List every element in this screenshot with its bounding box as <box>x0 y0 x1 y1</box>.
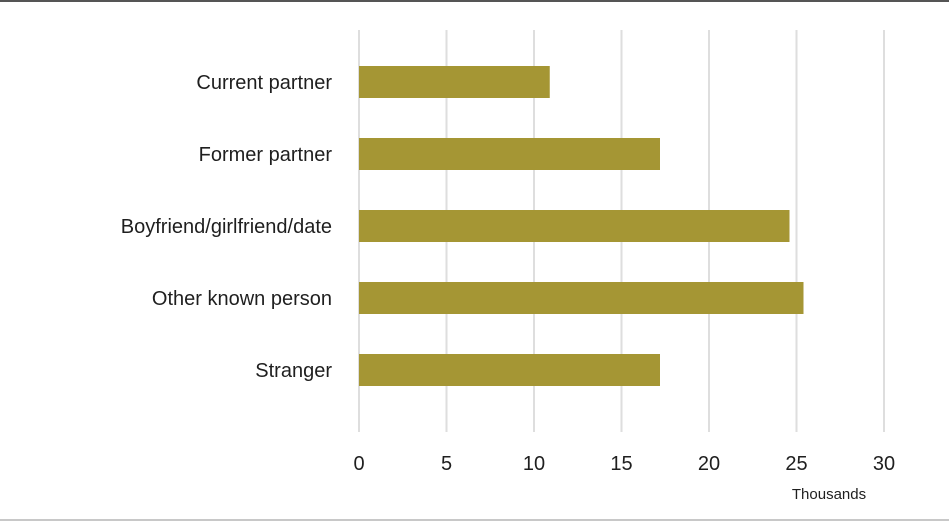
category-label: Former partner <box>199 144 333 166</box>
bar <box>359 354 660 386</box>
bottom-rule <box>0 519 949 521</box>
x-tick-label: 5 <box>441 453 452 475</box>
bar <box>359 282 804 314</box>
bar <box>359 138 660 170</box>
bars <box>359 66 804 386</box>
top-rule <box>0 0 949 2</box>
x-tick-label: 10 <box>523 453 545 475</box>
x-tick-label: 30 <box>873 453 895 475</box>
category-label: Boyfriend/girlfriend/date <box>121 216 332 238</box>
category-label: Current partner <box>196 72 332 94</box>
x-tick-label: 15 <box>610 453 632 475</box>
category-label: Other known person <box>152 288 332 310</box>
x-unit-label: Thousands <box>792 486 866 503</box>
x-tick-labels: 0 5 10 15 20 25 30 <box>353 453 895 475</box>
x-tick-label: 25 <box>785 453 807 475</box>
x-tick-label: 0 <box>353 453 364 475</box>
category-label: Stranger <box>255 360 332 382</box>
category-labels: Current partner Former partner Boyfriend/g… <box>121 72 333 382</box>
bar <box>359 66 550 98</box>
x-tick-label: 20 <box>698 453 720 475</box>
bar <box>359 210 790 242</box>
